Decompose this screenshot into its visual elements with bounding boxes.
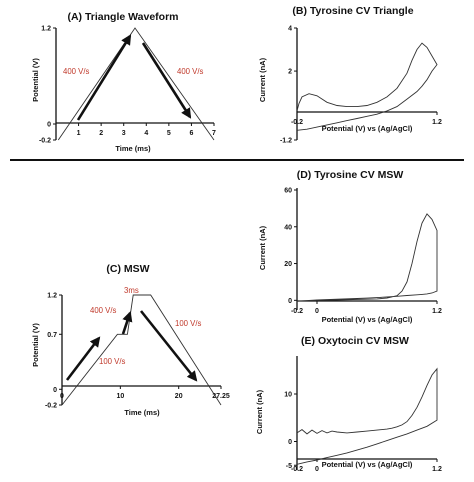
panel-c-x-tick-0: 0: [60, 393, 64, 400]
panel-a-y-tick-0: 1.2: [41, 26, 51, 33]
panel-e-title: (E) Oxytocin CV MSW: [301, 335, 409, 347]
panel-a-title: (A) Triangle Waveform: [67, 11, 178, 23]
panel-c-rate-400: 400 V/s: [90, 306, 117, 315]
panel-a-x-tick-1: 2: [99, 130, 103, 137]
panel-a-x-tick-3: 4: [144, 130, 148, 137]
panel-c-y-tick-1: 0.7: [47, 332, 57, 339]
panel-c-x-tick-1: 10: [116, 393, 124, 400]
panel-c-arrow-up-1: [65, 336, 101, 381]
panel-e-x-tick-0: -0.2: [291, 466, 303, 473]
panel-c-y-tick-0: 1.2: [47, 293, 57, 300]
panel-a-rate-down: 400 V/s: [177, 67, 204, 76]
panel-d-series-0: [296, 213, 438, 302]
panel-a-y-label: Potential (V): [31, 58, 40, 102]
panel-e-y-tick-1: 0: [288, 439, 292, 446]
panel-c-arrow-up-2: [121, 311, 133, 335]
panel-c: (C) MSW 0 10 20 27.251.20.70-0.2 3ms 400 V/…: [31, 263, 230, 417]
panel-d-x-tick-1: 0: [315, 308, 319, 315]
panel-b-series-0: [296, 42, 438, 131]
panel-a-y-tick-2: -0.2: [39, 138, 51, 145]
panel-a-arrow-up: [76, 34, 132, 121]
panel-d-y-label: Current (nA): [258, 225, 267, 270]
panel-c-y-tick-2: 0: [53, 387, 57, 394]
panel-e: (E) Oxytocin CV MSW -0.2 0 1.2 10 0 -5 Potent…: [255, 335, 442, 473]
panel-a-x-tick-5: 6: [189, 130, 193, 137]
panel-e-y-label: Current (nA): [255, 389, 264, 434]
panel-c-hold-label: 3ms: [124, 286, 139, 295]
panel-e-y-tick-0: 10: [284, 392, 292, 399]
panel-a-x-tick-6: 7: [212, 130, 216, 137]
panel-a-x-label: Time (ms): [115, 144, 151, 153]
panel-c-y-label: Potential (V): [31, 323, 40, 367]
panel-d-y-tick-0: 60: [284, 188, 292, 195]
panel-d-title: (D) Tyrosine CV MSW: [297, 169, 404, 181]
panel-c-x-tick-3: 27.25: [212, 393, 230, 400]
panel-c-y-tick-3: -0.2: [45, 403, 57, 410]
panel-c-arrow-down: [139, 310, 198, 382]
panel-a-x-tick-0: 1: [77, 130, 81, 137]
panel-d-y-tick-3: 0: [288, 298, 292, 305]
panel-d-x-tick-0: -0.2: [291, 308, 303, 315]
panel-d-x-label: Potential (V) vs (Ag/AgCl): [322, 315, 413, 324]
panel-d-y-tick-2: 20: [284, 261, 292, 268]
panel-b-x-tick-0: -0.2: [291, 119, 303, 126]
panel-b-x-label: Potential (V) vs (Ag/AgCl): [322, 124, 413, 133]
panel-e-y-tick-2: -5: [286, 463, 292, 470]
panel-c-rate-100-up: 100 V/s: [99, 357, 126, 366]
panel-b-title: (B) Tyrosine CV Triangle: [292, 5, 413, 17]
panel-e-x-label: Potential (V) vs (Ag/AgCl): [322, 460, 413, 469]
panel-d-y-tick-1: 40: [284, 224, 292, 231]
panel-b-y-tick-1: 2: [288, 69, 292, 76]
panel-a-y-tick-1: 0: [47, 122, 51, 129]
panel-a-x-tick-4: 5: [167, 130, 171, 137]
panel-b: (B) Tyrosine CV Triangle -0.2 1.2 4 2 -1.2 P…: [258, 5, 442, 145]
panel-b-y-tick-2: -1.2: [280, 138, 292, 145]
panel-e-x-tick-1: 0: [315, 466, 319, 473]
panel-e-x-tick-2: 1.2: [432, 466, 442, 473]
panel-c-title: (C) MSW: [106, 263, 149, 275]
panel-a: (A) Triangle Waveform 1 2 3 4 5 6 7 1.2 0 -0.2 40…: [31, 11, 216, 153]
panel-d: (D) Tyrosine CV MSW -0.2 0 1.2 60 40 20 0 Pote…: [258, 169, 442, 324]
panel-a-arrow-down: [141, 42, 192, 119]
panel-c-rate-100-down: 100 V/s: [175, 319, 202, 328]
panel-b-x-tick-1: 1.2: [432, 119, 442, 126]
panel-a-rate-up: 400 V/s: [63, 67, 90, 76]
panel-b-y-label: Current (nA): [258, 57, 267, 102]
panel-b-y-tick-0: 4: [288, 26, 292, 33]
panel-c-x-tick-2: 20: [175, 393, 183, 400]
panel-c-x-label: Time (ms): [124, 408, 160, 417]
panel-a-series-0: [57, 27, 215, 141]
panel-e-series-0: [296, 367, 438, 465]
panel-d-x-tick-2: 1.2: [432, 308, 442, 315]
panel-a-x-tick-2: 3: [122, 130, 126, 137]
